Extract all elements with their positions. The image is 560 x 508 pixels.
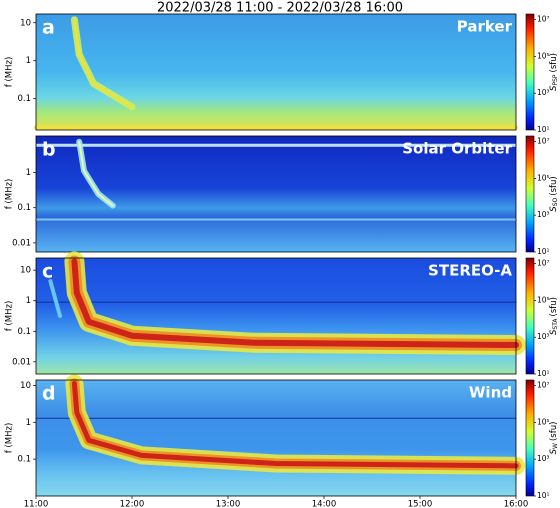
colorbar-label: SW (sfu)	[549, 422, 559, 455]
y-tick-label: 1	[26, 56, 31, 66]
colorbar-label: SPSP (sfu)	[549, 53, 559, 91]
colorbar-tick-label: 10¹	[537, 125, 550, 134]
y-tick-label: 1	[26, 168, 31, 178]
frame	[35, 257, 517, 375]
x-tick-label: 11:00	[24, 500, 49, 508]
panel-letter: b	[42, 139, 56, 161]
colorbar	[525, 135, 535, 253]
colorbar-tick-label: 10³	[537, 454, 550, 463]
colorbar-subscript: SO	[552, 197, 559, 206]
y-tick-label: 1	[26, 418, 31, 428]
x-tick-label: 13:00	[216, 500, 241, 508]
colorbar-tick-label: 10⁵	[537, 295, 550, 304]
y-axis-label: f (MHz)	[5, 423, 15, 454]
colorbar-tick-label: 10³	[537, 210, 550, 219]
colorbar-symbol: S	[549, 329, 559, 335]
spectrogram	[36, 258, 516, 374]
colorbar-subscript: PSP	[552, 74, 559, 85]
colorbar-tick-label: 10⁷	[537, 137, 550, 146]
colorbar-label: SSTA (sfu)	[549, 297, 559, 335]
y-tick-label: 1	[26, 296, 31, 306]
colorbar	[525, 257, 535, 375]
x-tick-label: 16:00	[504, 500, 529, 508]
y-tick-label: 0.01	[12, 357, 31, 367]
y-tick-label: 0.01	[12, 238, 31, 248]
y-tick-label: 0.1	[17, 94, 31, 104]
y-tick-label: 0.1	[17, 203, 31, 213]
y-tick-label: 0.1	[17, 327, 31, 337]
y-tick-label: 10	[20, 266, 31, 276]
spectrogram	[36, 14, 516, 130]
spacecraft-name: Solar Orbiter	[402, 140, 512, 158]
colorbar-unit: (sfu)	[549, 422, 559, 441]
spacecraft-name: STEREO-A	[428, 262, 512, 280]
colorbar	[525, 379, 535, 497]
panel-letter: c	[42, 261, 53, 283]
colorbar-tick-label: 10³	[537, 88, 550, 97]
colorbar-symbol: S	[549, 448, 559, 454]
colorbar-symbol: S	[549, 85, 559, 91]
spectrogram	[36, 380, 516, 496]
colorbar-tick-label: 10⁵	[537, 173, 550, 182]
colorbar-tick-label: 10⁵	[537, 417, 550, 426]
y-tick-label: 10	[20, 381, 31, 391]
panel: a Parker 10 1 0.1f (MHz) 10⁷ 10⁵ 10³ 10¹ SPSP (sfu…	[5, 13, 559, 134]
spectrogram	[36, 136, 516, 252]
colorbar-unit: (sfu)	[549, 53, 559, 72]
y-axis-label: f (MHz)	[5, 179, 15, 210]
burst	[71, 258, 519, 348]
frame	[35, 379, 517, 497]
colorbar-tick-label: 10⁷	[537, 259, 550, 268]
y-axis-label: f (MHz)	[5, 57, 15, 88]
frame	[35, 13, 517, 131]
panel: c STEREO-A 10 1 0.1 0.01 f (MHz) 10⁷ 10⁵ 10³ 10¹ SS…	[5, 251, 559, 378]
spacecraft-name: Parker	[457, 18, 513, 36]
colorbar	[525, 13, 535, 131]
x-tick-label: 15:00	[408, 500, 433, 508]
y-tick-label: 0.1	[17, 455, 31, 465]
colorbar-unit: (sfu)	[549, 297, 559, 316]
y-tick-label: 10	[20, 18, 31, 28]
colorbar-tick-label: 10⁵	[537, 51, 550, 60]
frame	[35, 135, 517, 253]
colorbar-tick-label: 10⁷	[537, 381, 550, 390]
panel: d Wind 10 1 0.1f (MHz) 10⁷ 10⁵ 10³ 10¹ SW (sfu) 11:…	[5, 374, 559, 508]
colorbar-symbol: S	[549, 206, 559, 212]
burst	[48, 279, 62, 318]
y-axis-label: f (MHz)	[5, 301, 15, 332]
figure-title: 2022/03/28 11:00 - 2022/03/28 16:00	[157, 1, 403, 16]
spacecraft-name: Wind	[469, 384, 512, 402]
colorbar-label: SSO (sfu)	[549, 176, 559, 211]
x-tick-label: 14:00	[312, 500, 337, 508]
colorbar-unit: (sfu)	[549, 176, 559, 195]
colorbar-subscript: W	[552, 443, 559, 449]
panel: b Solar Orbiter 1 0.1 0.01 f (MHz) 10⁷ 10⁵ 10³ 10…	[5, 135, 559, 256]
colorbar-tick-label: 10¹	[537, 491, 550, 500]
burst	[71, 380, 519, 469]
panel-letter: a	[42, 17, 55, 39]
burst	[78, 140, 114, 207]
x-tick-label: 12:00	[120, 500, 145, 508]
panel-letter: d	[42, 383, 56, 405]
colorbar-tick-label: 10¹	[537, 247, 550, 256]
colorbar-tick-label: 10³	[537, 332, 550, 341]
colorbar-subscript: STA	[552, 318, 559, 330]
burst	[72, 18, 134, 109]
colorbar-tick-label: 10⁷	[537, 15, 550, 24]
colorbar-tick-label: 10¹	[537, 369, 550, 378]
